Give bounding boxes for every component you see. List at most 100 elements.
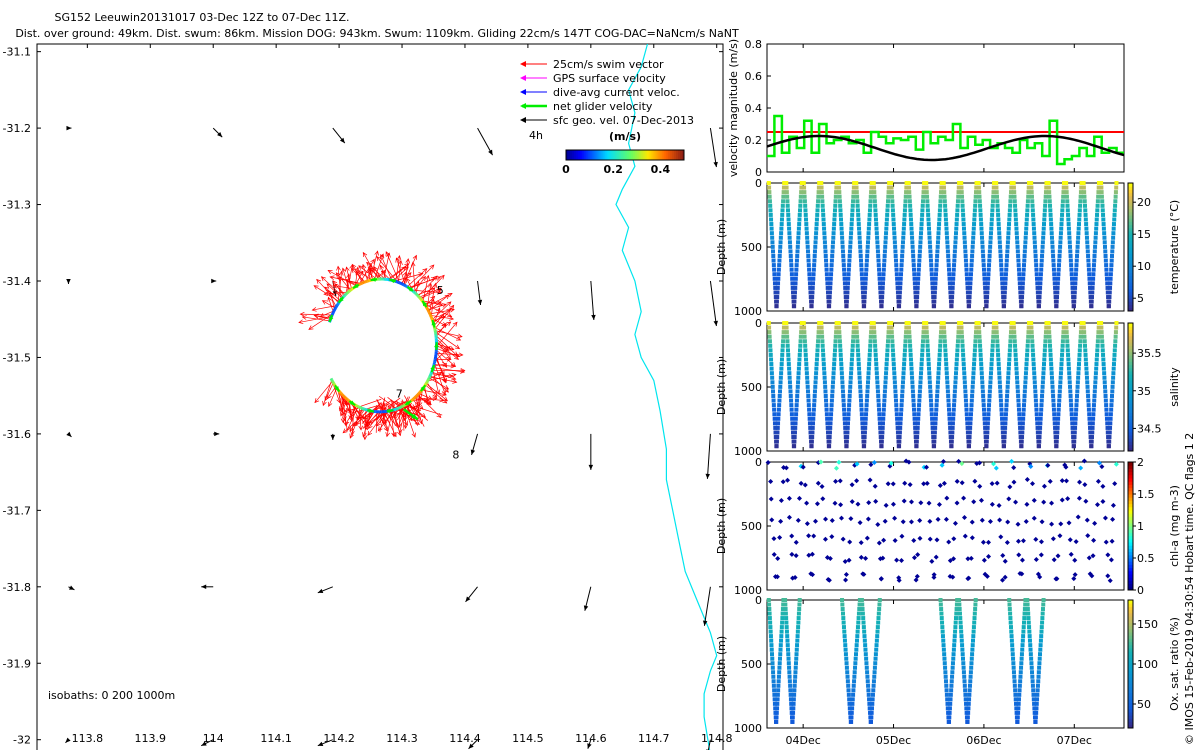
legend-label-4: sfc geo. vel. 07-Dec-2013 <box>553 114 694 127</box>
depth-tick-0-1: 500 <box>741 241 762 254</box>
map-ytick-6: -31.7 <box>3 504 31 517</box>
glider-track <box>328 277 439 421</box>
map-ytick-7: -31.8 <box>3 581 31 594</box>
colorbar-tick-0-0: 5 <box>1137 292 1144 305</box>
map-xtick-9: 114.7 <box>638 732 670 745</box>
isobaths-label: isobaths: 0 200 1000m <box>48 689 175 702</box>
velocity-ytick-3: 0.6 <box>745 70 763 83</box>
map-ytick-2: -31.3 <box>3 199 31 212</box>
section-axes-frame-2 <box>766 461 1125 591</box>
map-xtick-8: 114.6 <box>575 732 607 745</box>
sfc-vector-17 <box>68 585 75 591</box>
sfc-vector-1 <box>212 127 223 138</box>
sfc-vector-6 <box>211 278 217 284</box>
depth-tick-0-2: 1000 <box>734 305 762 318</box>
sfc-vector-18 <box>201 584 214 590</box>
depth-tick-2-0: 0 <box>755 456 762 469</box>
time-xtick-1: 05Dec <box>876 734 911 747</box>
profile-marks-1 <box>766 321 1119 449</box>
section-panel-1: 0 500 1000 Depth (m) 34.5 35 35.5 salinity <box>715 317 1181 458</box>
colorbar-tick-1-0: 34.5 <box>1137 422 1162 435</box>
colorbar-tick-1-1: 35 <box>1137 385 1151 398</box>
sfc-vector-12 <box>213 431 220 437</box>
sfc-vector-9 <box>590 280 596 321</box>
section-panel-3: 0 500 1000 Depth (m) 50 100 150 Ox. sat. ratio … <box>715 594 1181 735</box>
map-xtick-3: 114.1 <box>260 732 292 745</box>
sfc-vector-13 <box>330 433 336 440</box>
section-colorbar-2: 0 0.5 1 1.5 2 chl-a (mg m-3) <box>1127 456 1181 597</box>
colorbar-tick-3-1: 100 <box>1137 658 1158 671</box>
profile-marks-0 <box>766 181 1119 309</box>
colorbar-tick-1-2: 35.5 <box>1137 347 1162 360</box>
day-label-7: 7 <box>396 387 403 400</box>
time-xtick-2: 06Dec <box>966 734 1001 747</box>
colorbar-tick-0-1: 10 <box>1137 260 1151 273</box>
sfc-vector-21 <box>583 586 592 611</box>
copyright-footer: © IMOS 15-Feb-2019 04:30:54 Hobart time.… <box>1183 433 1196 745</box>
depth-tick-3-2: 1000 <box>734 722 762 735</box>
colorbar-tick-3-2: 150 <box>1137 618 1158 631</box>
legend-entry-4: sfc geo. vel. 07-Dec-2013 <box>520 114 694 127</box>
sfc-vector-5 <box>66 279 71 284</box>
sfc-vector-16 <box>705 433 711 479</box>
sfc-vector-20 <box>465 586 478 603</box>
sfc-vector-23 <box>65 737 71 744</box>
colorbar-tick-2-4: 2 <box>1137 456 1144 469</box>
colorbar-tick-2-3: 1.5 <box>1137 488 1155 501</box>
sfc-vector-8 <box>477 280 483 306</box>
map-xtick-0: 113.8 <box>72 732 104 745</box>
surface-current-trend <box>766 134 1125 162</box>
velocity-ytick-1: 0.2 <box>745 134 763 147</box>
legend-entry-3: net glider velocity <box>520 100 653 113</box>
map-ytick-4: -31.5 <box>3 351 31 364</box>
map-xtick-7: 114.5 <box>512 732 544 745</box>
time-xtick-0: 04Dec <box>786 734 821 747</box>
day-label-8: 8 <box>452 448 459 461</box>
speed-colorbar-tick-1: 0.2 <box>603 163 623 176</box>
section-colorbar-1: 34.5 35 35.5 salinity <box>1127 322 1181 452</box>
legend-label-3: net glider velocity <box>553 100 653 113</box>
map-xtick-6: 114.4 <box>449 732 481 745</box>
speed-colorbar-tick-0: 0 <box>562 163 570 176</box>
depth-label-0: Depth (m) <box>715 219 728 275</box>
map-ytick-8: -31.9 <box>3 657 31 670</box>
colorbar-label-0: temperature (°C) <box>1168 200 1181 294</box>
speed-colorbar-label: (m/s) <box>609 130 641 143</box>
figure-title-line1: SG152 Leeuwin20131017 03-Dec 12Z to 07-D… <box>54 11 349 24</box>
swim-vectors <box>298 250 466 441</box>
sfc-vector-15 <box>588 433 594 470</box>
speed-colorbar-frame <box>565 149 685 161</box>
legend-entry-0: 25cm/s swim vector <box>520 58 664 71</box>
day-label-5: 5 <box>437 284 444 297</box>
legend-label-0: 25cm/s swim vector <box>553 58 664 71</box>
map-ytick-3: -31.4 <box>3 275 31 288</box>
figure-title-line2: Dist. over ground: 49km. Dist. swum: 86k… <box>15 27 739 40</box>
sfc-vector-19 <box>317 586 333 594</box>
velocity-ytick-0: 0 <box>755 166 762 179</box>
net-velocity-steps <box>767 114 1124 166</box>
depth-label-3: Depth (m) <box>715 636 728 692</box>
map-xtick-4: 114.2 <box>323 732 355 745</box>
colorbar-tick-0-3: 20 <box>1137 196 1151 209</box>
colorbar-tick-3-0: 50 <box>1137 698 1151 711</box>
depth-label-1: Depth (m) <box>715 359 728 415</box>
sfc-vector-11 <box>66 431 72 438</box>
legend-label-2: dive-avg current veloc. <box>553 86 680 99</box>
profile-marks-2 <box>765 458 1119 584</box>
legend-entry-1: GPS surface velocity <box>520 72 666 85</box>
sfc-vector-10 <box>709 280 718 327</box>
sfc-vector-22 <box>702 586 711 626</box>
colorbar-label-3: Ox. sat. ratio (%) <box>1168 617 1181 711</box>
map-ytick-5: -31.6 <box>3 428 31 441</box>
colorbar-label-2: chl-a (mg m-3) <box>1168 485 1181 567</box>
section-panel-2: 0 500 1000 Depth (m) 0 0.5 1 1.5 2 chl-a (mg m-3) <box>715 456 1181 597</box>
legend-label-1: GPS surface velocity <box>553 72 666 85</box>
depth-tick-1-0: 0 <box>755 317 762 330</box>
sfc-vector-4 <box>709 128 718 168</box>
depth-label-2: Depth (m) <box>715 498 728 554</box>
profile-marks-3 <box>766 598 1046 724</box>
velocity-ytick-4: 0.8 <box>745 38 763 51</box>
